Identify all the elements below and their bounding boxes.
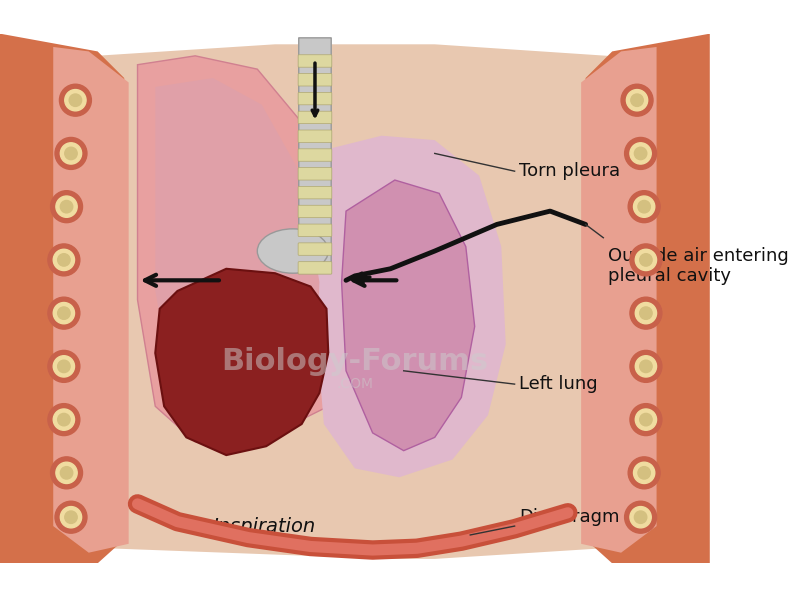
Circle shape [640, 254, 652, 266]
Text: Left lung: Left lung [519, 375, 598, 393]
Circle shape [48, 297, 80, 329]
Text: Biology-Forums: Biology-Forums [222, 347, 489, 377]
Circle shape [50, 457, 82, 489]
FancyBboxPatch shape [298, 73, 332, 86]
FancyBboxPatch shape [298, 205, 332, 218]
Circle shape [630, 297, 662, 329]
Circle shape [640, 307, 652, 319]
Circle shape [58, 413, 70, 426]
Circle shape [640, 413, 652, 426]
FancyBboxPatch shape [298, 111, 332, 124]
Circle shape [60, 467, 73, 479]
Circle shape [54, 250, 74, 270]
Circle shape [60, 507, 82, 528]
Circle shape [630, 244, 662, 276]
Circle shape [58, 307, 70, 319]
Circle shape [635, 409, 657, 430]
PathPatch shape [155, 78, 319, 424]
Circle shape [635, 356, 657, 377]
Circle shape [54, 409, 74, 430]
Circle shape [634, 462, 654, 484]
Circle shape [638, 201, 650, 213]
Circle shape [48, 404, 80, 436]
Circle shape [56, 462, 77, 484]
Circle shape [625, 137, 657, 170]
Text: .COM: .COM [336, 377, 374, 391]
FancyBboxPatch shape [298, 55, 332, 67]
Circle shape [634, 147, 647, 159]
FancyBboxPatch shape [298, 38, 331, 273]
Text: Outside air entering
pleural cavity: Outside air entering pleural cavity [608, 247, 789, 285]
FancyBboxPatch shape [298, 149, 332, 161]
Circle shape [55, 501, 87, 533]
Circle shape [626, 90, 648, 111]
Circle shape [628, 190, 660, 223]
Circle shape [70, 94, 82, 106]
FancyBboxPatch shape [298, 243, 332, 256]
FancyBboxPatch shape [298, 261, 332, 274]
Circle shape [65, 147, 77, 159]
Circle shape [54, 303, 74, 324]
Circle shape [54, 356, 74, 377]
Circle shape [65, 511, 77, 524]
Circle shape [58, 360, 70, 373]
PathPatch shape [26, 44, 674, 559]
Circle shape [630, 350, 662, 382]
Circle shape [640, 360, 652, 373]
Circle shape [50, 190, 82, 223]
Circle shape [621, 84, 653, 116]
Circle shape [58, 254, 70, 266]
FancyBboxPatch shape [298, 130, 332, 143]
Ellipse shape [258, 229, 328, 273]
PathPatch shape [155, 269, 328, 455]
Circle shape [56, 196, 77, 217]
Text: Inspiration: Inspiration [213, 516, 316, 536]
PathPatch shape [54, 47, 129, 553]
Circle shape [65, 90, 86, 111]
PathPatch shape [315, 136, 506, 477]
PathPatch shape [0, 33, 124, 564]
Circle shape [48, 350, 80, 382]
Circle shape [625, 501, 657, 533]
Circle shape [60, 143, 82, 164]
Circle shape [60, 201, 73, 213]
Circle shape [48, 244, 80, 276]
Circle shape [59, 84, 91, 116]
Circle shape [635, 303, 657, 324]
FancyBboxPatch shape [298, 93, 332, 105]
PathPatch shape [586, 33, 710, 564]
PathPatch shape [581, 47, 657, 553]
FancyBboxPatch shape [298, 168, 332, 180]
Circle shape [634, 511, 647, 524]
Circle shape [631, 94, 643, 106]
Text: Torn pleura: Torn pleura [519, 162, 620, 180]
Circle shape [635, 250, 657, 270]
Circle shape [638, 467, 650, 479]
Text: Diaphragm: Diaphragm [519, 508, 619, 526]
PathPatch shape [342, 180, 474, 451]
Circle shape [630, 507, 651, 528]
FancyBboxPatch shape [298, 224, 332, 236]
PathPatch shape [138, 56, 337, 442]
Circle shape [628, 457, 660, 489]
FancyBboxPatch shape [298, 186, 332, 199]
Circle shape [55, 137, 87, 170]
Circle shape [634, 196, 654, 217]
Circle shape [630, 404, 662, 436]
Circle shape [630, 143, 651, 164]
